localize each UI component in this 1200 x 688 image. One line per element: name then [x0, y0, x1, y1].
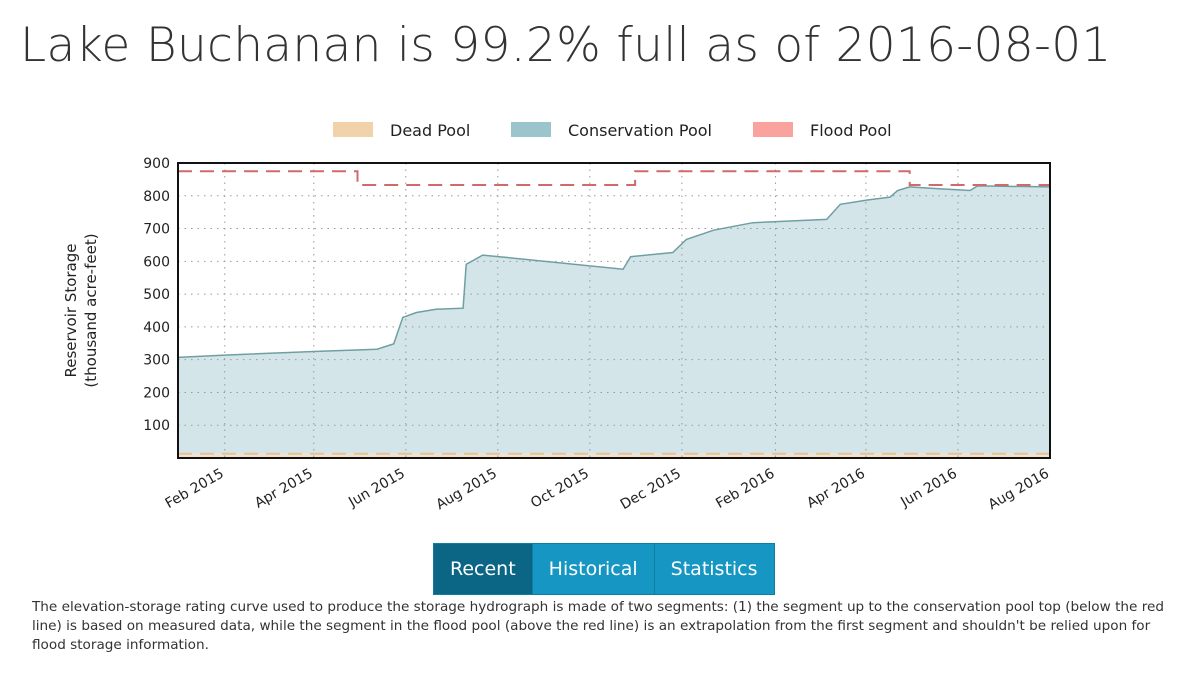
conservation-pool-area — [178, 185, 1050, 458]
view-tabs: Recent Historical Statistics — [433, 543, 775, 595]
x-tick-label: Jun 2015 — [345, 466, 408, 511]
flood-pool-line — [178, 170, 1050, 186]
x-tick-label: Jun 2016 — [897, 466, 960, 511]
dead-pool-area — [178, 453, 1050, 458]
page-title: Lake Buchanan is 99.2% full as of 2016-0… — [20, 18, 1112, 73]
tab-historical[interactable]: Historical — [532, 544, 655, 594]
x-tick-label: Aug 2016 — [986, 466, 1052, 514]
storage-line — [177, 185, 1051, 359]
legend-label: Conservation Pool — [568, 121, 712, 140]
x-tick-label: Feb 2016 — [713, 466, 777, 512]
y-tick-label: 700 — [143, 222, 170, 238]
x-tick-label: Dec 2015 — [618, 466, 684, 513]
y-axis-label: Reservoir Storage — [62, 243, 80, 377]
x-tick-label: Feb 2015 — [163, 466, 227, 512]
y-tick-label: 200 — [143, 385, 170, 401]
y-tick-label: 900 — [143, 156, 170, 172]
y-tick-label: 600 — [143, 254, 170, 270]
y-tick-label: 400 — [143, 320, 170, 336]
storage-chart: Dead Pool Conservation Pool Flood Pool 100… — [62, 121, 1052, 514]
x-tick-label: Aug 2015 — [433, 466, 499, 514]
y-tick-label: 800 — [143, 189, 170, 205]
y-axis-label: (thousand acre-feet) — [82, 233, 100, 387]
legend-swatch — [753, 122, 793, 137]
tab-recent[interactable]: Recent — [434, 544, 533, 594]
x-tick-label: Apr 2016 — [804, 466, 868, 512]
legend-swatch — [511, 122, 551, 137]
legend-swatch — [333, 122, 373, 137]
y-tick-label: 500 — [143, 287, 170, 303]
x-tick-label: Oct 2015 — [528, 466, 592, 512]
chart-legend: Dead Pool Conservation Pool Flood Pool — [333, 121, 892, 140]
plot-frame — [177, 162, 1051, 459]
legend-label: Flood Pool — [810, 121, 892, 140]
y-tick-label: 300 — [143, 353, 170, 369]
rating-curve-note: The elevation-storage rating curve used … — [32, 599, 1164, 653]
x-tick-label: Apr 2015 — [252, 466, 316, 512]
legend-label: Dead Pool — [390, 121, 470, 140]
y-tick-label: 100 — [143, 418, 170, 434]
tab-statistics[interactable]: Statistics — [654, 544, 774, 594]
